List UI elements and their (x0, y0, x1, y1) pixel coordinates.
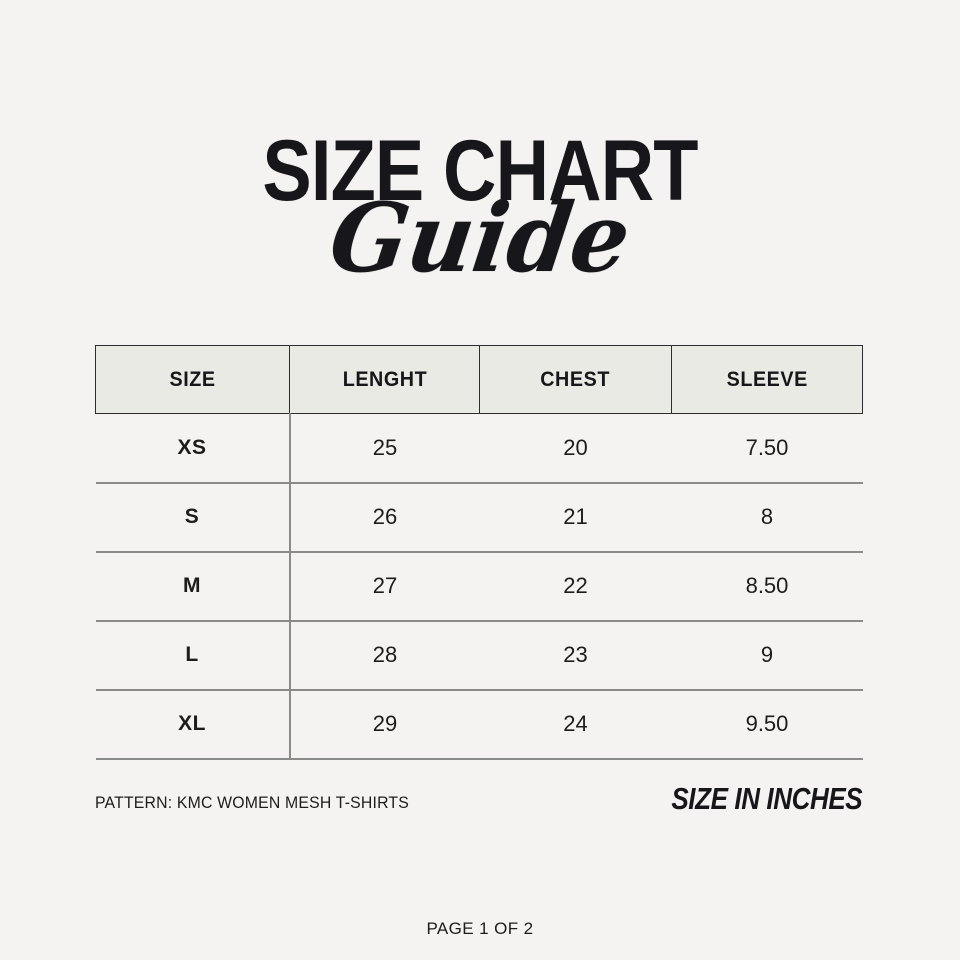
table-row: L 28 23 9 (95, 620, 863, 691)
cell-sleeve: 8.50 (671, 551, 863, 622)
cell-sleeve: 7.50 (671, 413, 863, 484)
table-header-row: SIZE LENGHT CHEST SLEEVE (95, 345, 863, 414)
cell-length: 29 (289, 689, 480, 760)
cell-length: 28 (289, 620, 480, 691)
column-header-chest-label: CHEST (540, 367, 611, 391)
unit-note: SIZE IN INCHES (671, 781, 862, 816)
cell-sleeve: 9.50 (671, 689, 863, 760)
title-block: SIZE CHART Guide (0, 128, 960, 318)
column-header-size-label: SIZE (169, 367, 216, 391)
column-header-length-label: LENGHT (342, 367, 427, 391)
cell-size: M (95, 551, 291, 622)
page-title-script: Guide (323, 183, 637, 294)
table-header: SIZE LENGHT CHEST SLEEVE (95, 345, 863, 414)
cell-length: 26 (289, 482, 480, 553)
table-row: M 27 22 8.50 (95, 551, 863, 622)
table-row: XL 29 24 9.50 (95, 689, 863, 760)
column-header-sleeve: SLEEVE (671, 345, 863, 414)
column-header-chest: CHEST (479, 345, 672, 414)
size-chart-table: SIZE LENGHT CHEST SLEEVE XS 25 20 7.50 (95, 345, 863, 760)
cell-length: 25 (289, 413, 480, 484)
cell-chest: 24 (479, 689, 672, 760)
cell-size: XL (95, 689, 291, 760)
table-row: XS 25 20 7.50 (95, 413, 863, 484)
table-row: S 26 21 8 (95, 482, 863, 553)
cell-chest: 22 (479, 551, 672, 622)
cell-size: S (95, 482, 291, 553)
cell-size: XS (95, 413, 291, 484)
table-body: XS 25 20 7.50 S 26 21 8 M 27 22 8.50 L 2… (95, 413, 863, 760)
pattern-note: PATTERN: KMC WOMEN MESH T-SHIRTS (95, 793, 409, 812)
cell-length: 27 (289, 551, 480, 622)
cell-chest: 23 (479, 620, 672, 691)
page-number: PAGE 1 OF 2 (426, 919, 534, 938)
cell-chest: 20 (479, 413, 672, 484)
column-header-size: SIZE (95, 345, 290, 414)
cell-sleeve: 9 (671, 620, 863, 691)
cell-size: L (95, 620, 291, 691)
column-header-length: LENGHT (289, 345, 480, 414)
column-header-sleeve-label: SLEEVE (726, 367, 808, 391)
cell-sleeve: 8 (671, 482, 863, 553)
page-title: SIZE CHART (262, 123, 698, 219)
cell-chest: 21 (479, 482, 672, 553)
footer-notes: PATTERN: KMC WOMEN MESH T-SHIRTS SIZE IN… (95, 781, 862, 831)
